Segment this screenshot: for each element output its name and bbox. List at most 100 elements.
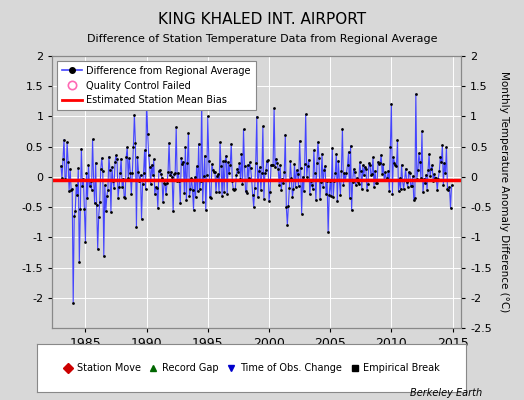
Point xyxy=(419,189,427,196)
Point xyxy=(184,130,193,136)
Point xyxy=(377,152,385,158)
Point xyxy=(112,152,120,159)
Point xyxy=(68,186,77,192)
Point xyxy=(64,159,72,165)
Point xyxy=(395,175,403,181)
Point xyxy=(132,224,140,230)
Point xyxy=(76,206,84,212)
Point xyxy=(418,128,426,134)
Point xyxy=(237,151,246,157)
Point xyxy=(413,176,421,182)
Point xyxy=(375,161,384,168)
Point xyxy=(75,258,83,265)
Point xyxy=(129,144,138,150)
Point xyxy=(104,187,112,193)
Point xyxy=(314,139,322,145)
Point xyxy=(338,125,346,132)
Point xyxy=(384,168,392,174)
Point xyxy=(262,167,270,173)
Point xyxy=(390,159,399,166)
Point xyxy=(159,199,167,205)
Point xyxy=(281,131,289,138)
Point xyxy=(344,149,353,155)
Point xyxy=(265,198,273,204)
Point xyxy=(202,207,210,213)
Point xyxy=(274,166,282,172)
Point xyxy=(302,174,311,180)
Point xyxy=(260,195,268,202)
Point xyxy=(89,136,97,142)
Point xyxy=(210,169,218,176)
Point xyxy=(102,208,110,214)
Point xyxy=(341,177,350,183)
Point xyxy=(79,176,88,182)
Point xyxy=(348,178,357,185)
Point xyxy=(213,173,221,179)
Point xyxy=(137,216,146,222)
Point xyxy=(296,138,304,144)
Point xyxy=(294,183,303,190)
Point xyxy=(180,190,189,196)
Point xyxy=(382,177,390,183)
Point xyxy=(406,170,414,176)
Point xyxy=(435,168,443,174)
Point xyxy=(59,156,67,162)
Point xyxy=(100,253,108,259)
Point xyxy=(350,166,358,172)
Point xyxy=(65,187,73,194)
Point xyxy=(138,181,147,188)
Point xyxy=(363,186,371,193)
Point xyxy=(99,168,107,174)
Point xyxy=(289,186,298,192)
Point xyxy=(443,186,452,192)
Point xyxy=(420,176,428,182)
Point xyxy=(311,170,319,176)
Point xyxy=(185,193,194,199)
Point xyxy=(327,192,335,199)
Point xyxy=(152,184,161,191)
Point xyxy=(144,130,152,137)
Point xyxy=(351,169,359,176)
Point xyxy=(199,199,207,205)
Point xyxy=(238,181,247,188)
Point xyxy=(219,158,227,165)
Point xyxy=(276,162,285,168)
Point xyxy=(427,166,435,172)
Point xyxy=(234,169,243,175)
Point xyxy=(69,300,78,306)
Point xyxy=(101,182,109,188)
Point xyxy=(191,194,200,200)
Point xyxy=(77,146,85,152)
Point xyxy=(154,205,162,211)
Point xyxy=(402,179,411,186)
Point xyxy=(374,158,383,165)
Point xyxy=(200,172,208,179)
Point xyxy=(70,213,79,220)
Point xyxy=(325,192,333,198)
Point xyxy=(110,184,118,191)
Point xyxy=(203,172,211,178)
Point xyxy=(216,139,224,146)
Point xyxy=(400,177,409,184)
Point xyxy=(337,168,346,174)
Point xyxy=(353,174,361,181)
Point xyxy=(222,152,231,159)
Legend: Station Move, Record Gap, Time of Obs. Change, Empirical Break: Station Move, Record Gap, Time of Obs. C… xyxy=(60,360,443,376)
Point xyxy=(340,170,348,176)
Point xyxy=(179,158,188,165)
Point xyxy=(438,142,446,148)
Point xyxy=(258,169,266,176)
Point xyxy=(425,151,433,157)
Point xyxy=(111,159,119,166)
Point xyxy=(201,152,209,159)
Point xyxy=(369,154,377,160)
Point xyxy=(329,194,337,200)
Point xyxy=(66,166,74,172)
Point xyxy=(174,170,182,176)
Point xyxy=(283,221,291,228)
Point xyxy=(190,174,199,180)
Point xyxy=(268,162,276,168)
Point xyxy=(103,192,111,199)
Point xyxy=(218,193,226,199)
Point xyxy=(298,210,306,217)
